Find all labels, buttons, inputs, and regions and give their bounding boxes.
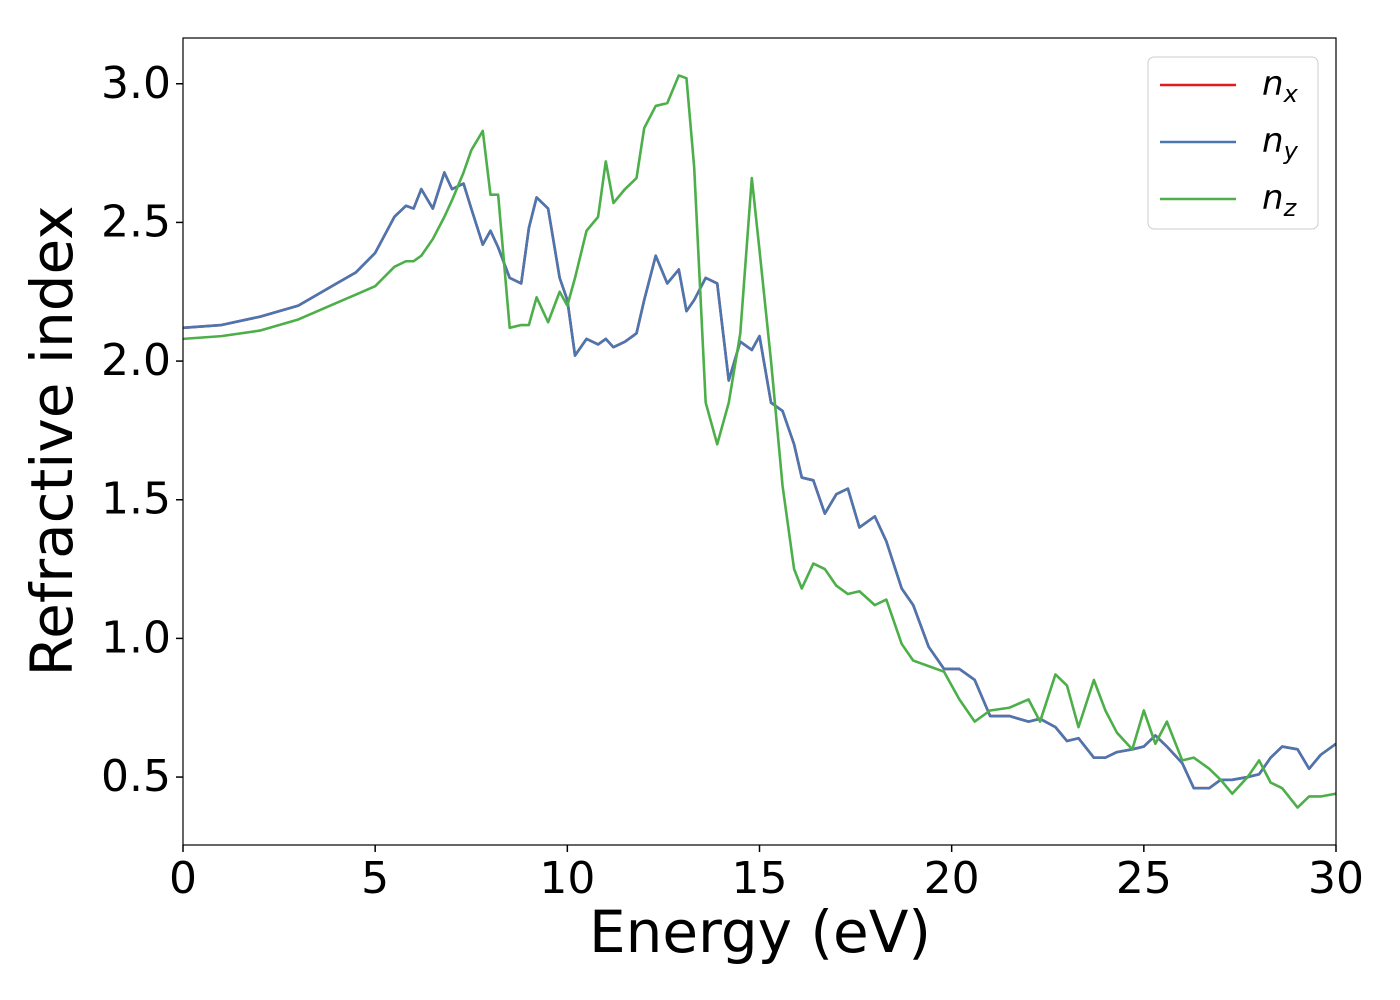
legend-label: ny xyxy=(1262,121,1299,166)
legend-label: nz xyxy=(1262,178,1298,223)
y-tick-label: 3.0 xyxy=(101,58,171,109)
y-tick-label: 1.0 xyxy=(101,612,171,663)
x-axis-label: Energy (eV) xyxy=(589,898,931,966)
series-line xyxy=(183,171,1336,790)
y-tick-label: 2.0 xyxy=(101,335,171,386)
x-tick-label: 15 xyxy=(732,853,788,904)
x-tick-label: 10 xyxy=(539,853,595,904)
y-tick-label: 2.5 xyxy=(101,196,171,247)
x-tick-label: 30 xyxy=(1308,853,1364,904)
legend: nx ny nz xyxy=(1147,56,1319,230)
y-tick-label: 0.5 xyxy=(101,751,171,802)
y-tick-label: 1.5 xyxy=(101,474,171,525)
x-tick-label: 25 xyxy=(1116,853,1172,904)
plot-frame xyxy=(182,37,1337,846)
series-line xyxy=(183,171,1336,790)
series-line xyxy=(183,74,1336,809)
y-axis-label: Refractive index xyxy=(18,205,86,676)
x-tick-label: 5 xyxy=(361,853,389,904)
legend-label: nx xyxy=(1262,64,1299,109)
x-tick-label: 20 xyxy=(924,853,980,904)
x-tick-label: 0 xyxy=(169,853,197,904)
